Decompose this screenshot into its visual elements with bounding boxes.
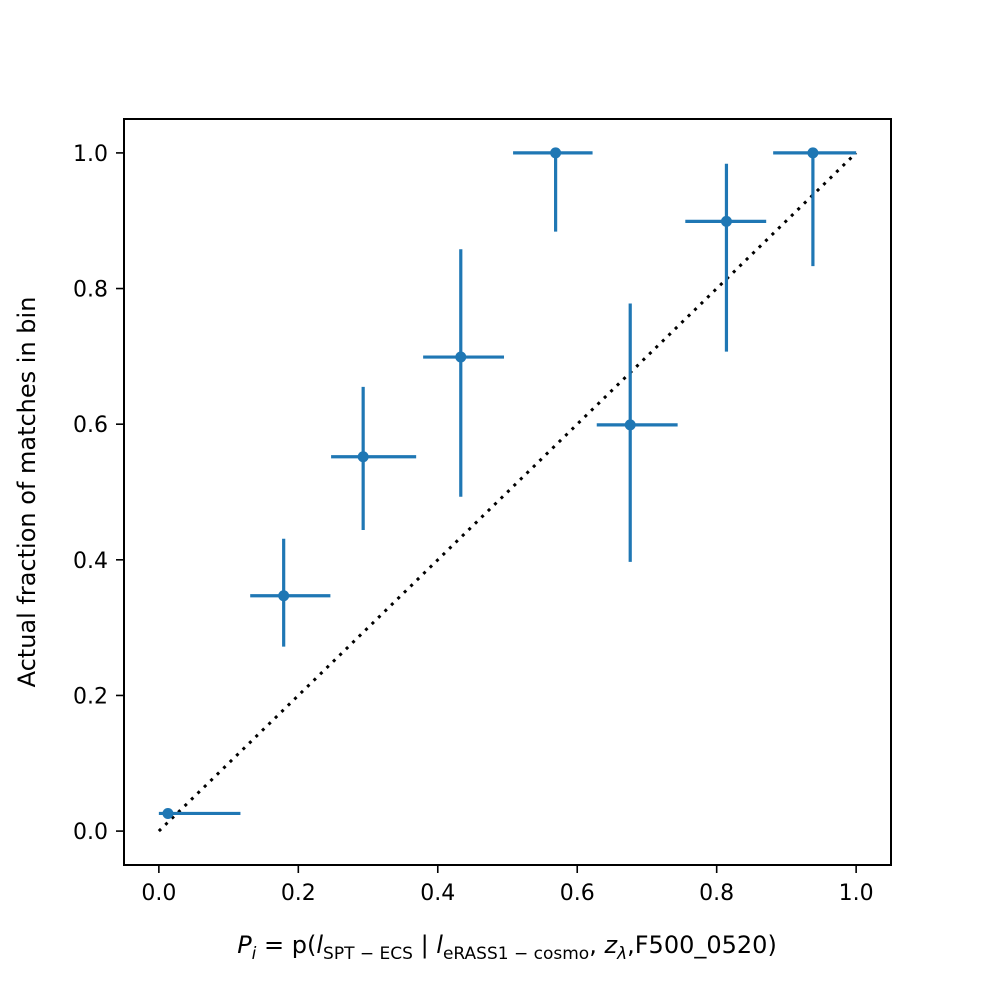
axes-frame — [123, 118, 892, 866]
y-tick-label: 0.2 — [73, 684, 108, 709]
x-axis-ticks: 0.0 0.2 0.4 0.6 0.8 1.0 — [141, 865, 874, 906]
data-point — [624, 419, 636, 431]
x-label-l1-sub: SPT − ECS — [323, 944, 413, 964]
x-label-z-sub: λ — [616, 944, 627, 964]
data-point — [278, 590, 290, 602]
x-label-eq: = p( — [256, 931, 316, 959]
y-axis-ticks: 0.0 0.2 0.4 0.6 0.8 1.0 — [73, 142, 124, 845]
x-label-l2-sub: eRASS1 − cosmo — [443, 944, 589, 964]
errorbar-group — [158, 151, 857, 816]
y-tick-label: 0.6 — [73, 413, 108, 438]
data-point — [162, 807, 174, 819]
points-group — [162, 147, 819, 819]
x-label-p: P — [237, 931, 252, 959]
reference-line-group — [157, 151, 858, 833]
x-tick-label: 0.4 — [420, 881, 455, 906]
x-label-z: z — [603, 931, 618, 959]
x-tick-label: 1.0 — [839, 881, 874, 906]
y-tick-label: 0.4 — [73, 549, 108, 574]
x-label-p-sub: i — [252, 944, 257, 964]
reference-line — [157, 151, 858, 833]
data-point — [550, 147, 562, 159]
x-label-comma: , — [589, 931, 604, 959]
x-axis-label: Pi = p(lSPT − ECS | leRASS1 − cosmo, zλ,… — [237, 931, 777, 964]
data-point — [807, 147, 819, 159]
x-tick-label: 0.8 — [699, 881, 734, 906]
data-point — [357, 451, 369, 463]
x-label-sep: | — [413, 931, 436, 959]
x-label-l2: l — [436, 931, 443, 959]
data-point — [455, 351, 467, 363]
y-tick-label: 1.0 — [73, 142, 108, 167]
x-label-tail: ,F500_0520) — [627, 931, 777, 959]
y-tick-label: 0.0 — [73, 820, 108, 845]
y-tick-label: 0.8 — [73, 278, 108, 303]
x-tick-label: 0.6 — [560, 881, 595, 906]
data-point — [720, 215, 732, 227]
x-tick-label: 0.0 — [141, 881, 176, 906]
x-label-l1: l — [316, 931, 323, 959]
x-tick-label: 0.2 — [281, 881, 316, 906]
y-axis-label: Actual fraction of matches in bin — [13, 297, 41, 688]
